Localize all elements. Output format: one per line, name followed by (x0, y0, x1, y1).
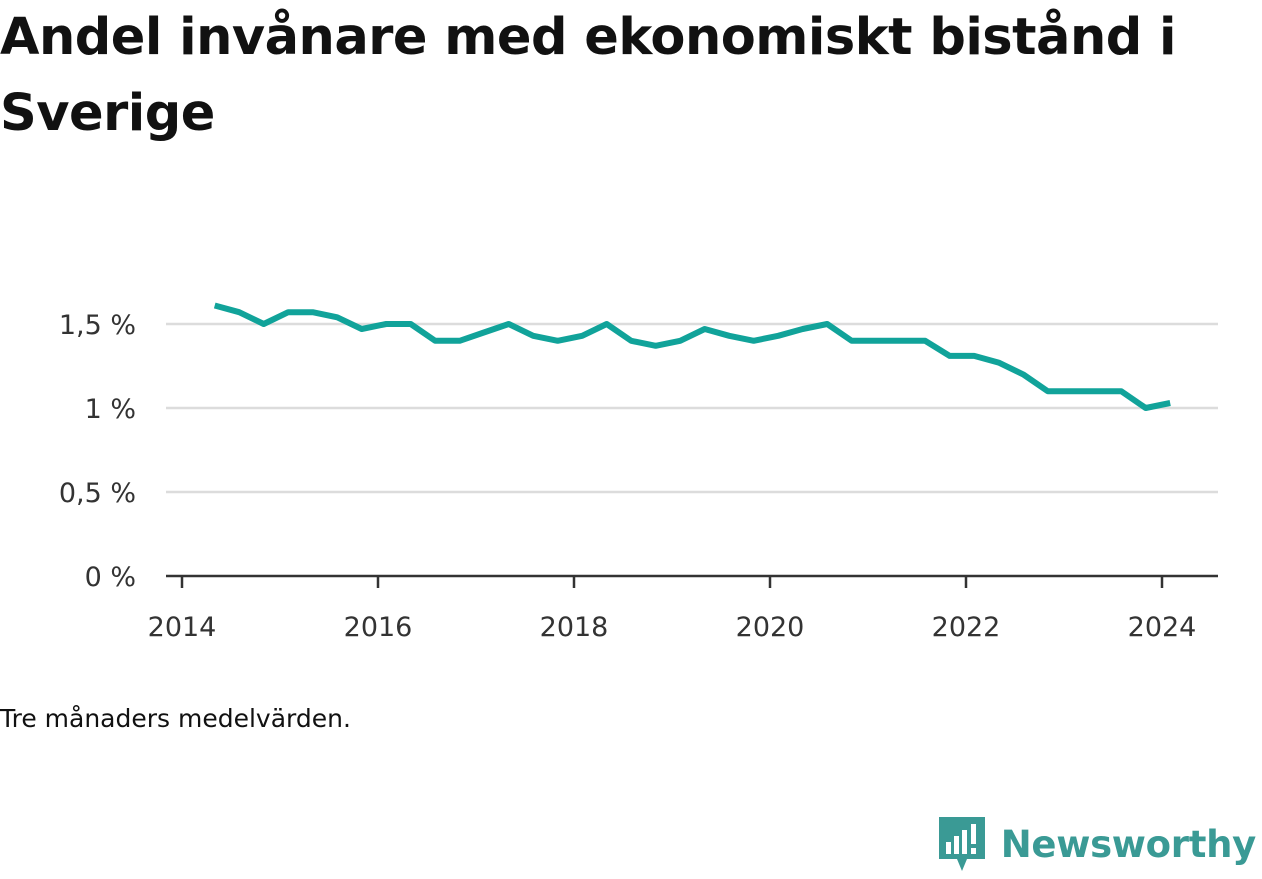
chart-note: Tre månaders medelvärden. (0, 704, 351, 733)
brand-logo: Newsworthy (937, 815, 1256, 873)
newsworthy-logo-icon (938, 817, 985, 871)
brand-name: Newsworthy (1000, 822, 1257, 866)
y-axis-tick-labels: 0 % 0,5 % 1 % 1,5 % (59, 310, 136, 593)
chart-title: Andel invånare med ekonomiskt bistånd i … (0, 8, 1177, 143)
x-tick-label: 2020 (736, 612, 805, 643)
y-tick-label: 1 % (85, 394, 136, 425)
x-tick-label: 2016 (344, 612, 413, 643)
y-tick-label: 1,5 % (59, 310, 136, 341)
gridlines (166, 322, 1218, 494)
y-tick-label: 0,5 % (59, 478, 136, 509)
x-tick-label: 2022 (932, 612, 1001, 643)
line-chart: 0 % 0,5 % 1 % 1,5 % 2014 2016 2018 2020 2022 202… (59, 302, 1218, 643)
x-tick-label: 2014 (148, 612, 217, 643)
x-axis: 2014 2016 2018 2020 2022 2024 (148, 576, 1197, 643)
y-tick-label: 0 % (85, 562, 136, 593)
series-line (213, 302, 1171, 411)
x-tick-label: 2018 (540, 612, 609, 643)
x-tick-label: 2024 (1128, 612, 1197, 643)
